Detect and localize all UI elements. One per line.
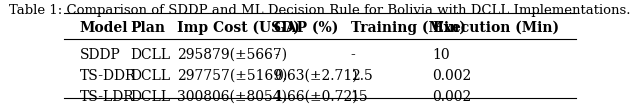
Text: DCLL: DCLL	[131, 69, 171, 83]
Text: 0.002: 0.002	[433, 69, 472, 83]
Text: 2.5: 2.5	[351, 69, 372, 83]
Text: SDDP: SDDP	[79, 48, 120, 62]
Text: 0.002: 0.002	[433, 90, 472, 104]
Text: DCLL: DCLL	[131, 48, 171, 62]
Text: Plan: Plan	[131, 21, 166, 35]
Text: -: -	[351, 48, 355, 62]
Text: GAP (%): GAP (%)	[274, 21, 339, 35]
Text: 297757(±5169): 297757(±5169)	[177, 69, 287, 83]
Text: 295879(±5667): 295879(±5667)	[177, 48, 287, 62]
Text: TS-DDR: TS-DDR	[79, 69, 136, 83]
Text: Model: Model	[79, 21, 128, 35]
Text: 15: 15	[351, 90, 369, 104]
Text: Execution (Min): Execution (Min)	[433, 21, 559, 35]
Text: Table 1: Comparison of SDDP and ML Decision Rule for Bolivia with DCLL Implement: Table 1: Comparison of SDDP and ML Decis…	[9, 4, 631, 17]
Text: TS-LDR: TS-LDR	[79, 90, 134, 104]
Text: 0.63(±2.71): 0.63(±2.71)	[274, 69, 358, 83]
Text: 1.66(±0.72): 1.66(±0.72)	[274, 90, 358, 104]
Text: -: -	[274, 48, 278, 62]
Text: 300806(±8054): 300806(±8054)	[177, 90, 287, 104]
Text: 10: 10	[433, 48, 450, 62]
Text: DCLL: DCLL	[131, 90, 171, 104]
Text: Imp Cost (USD): Imp Cost (USD)	[177, 21, 300, 35]
Text: Training (Min): Training (Min)	[351, 21, 465, 35]
